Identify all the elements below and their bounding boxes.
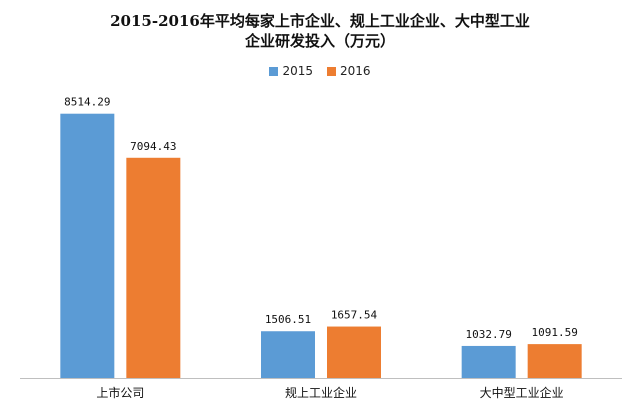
data-label-2016-2: 1657.54	[331, 309, 378, 322]
data-label-2015-1: 8514.29	[64, 96, 110, 109]
bar-2016-3	[527, 344, 582, 378]
legend-label-2016: 2016	[340, 64, 371, 78]
legend-label-2015: 2015	[282, 64, 313, 78]
bar-2015-2	[261, 331, 315, 378]
bar-2015-3	[461, 345, 516, 378]
category-label-3: 大中型工业企业	[480, 385, 564, 400]
data-label-2016-1: 7094.43	[130, 140, 176, 153]
legend-swatch-2015	[269, 66, 279, 76]
bar-2015-1	[60, 113, 115, 379]
data-label-2016-3: 1091.59	[531, 326, 577, 339]
category-label-2: 规上工业企业	[285, 385, 357, 400]
chart-title-line-2: 企业研发投入（万元）	[244, 32, 395, 50]
chart-title-line-1: 2015-2016年平均每家上市企业、规上工业企业、大中型工业	[110, 12, 530, 30]
bar-2016-1	[126, 157, 181, 378]
bar-2016-2	[327, 326, 381, 378]
data-label-2015-3: 1032.79	[465, 328, 511, 341]
legend-item-2015: 2015	[269, 64, 313, 78]
category-label-1: 上市公司	[96, 385, 144, 400]
legend: 2015 2016	[0, 64, 640, 78]
legend-item-2016: 2016	[327, 64, 371, 78]
data-label-2015-2: 1506.51	[265, 313, 311, 326]
legend-swatch-2016	[327, 66, 336, 76]
